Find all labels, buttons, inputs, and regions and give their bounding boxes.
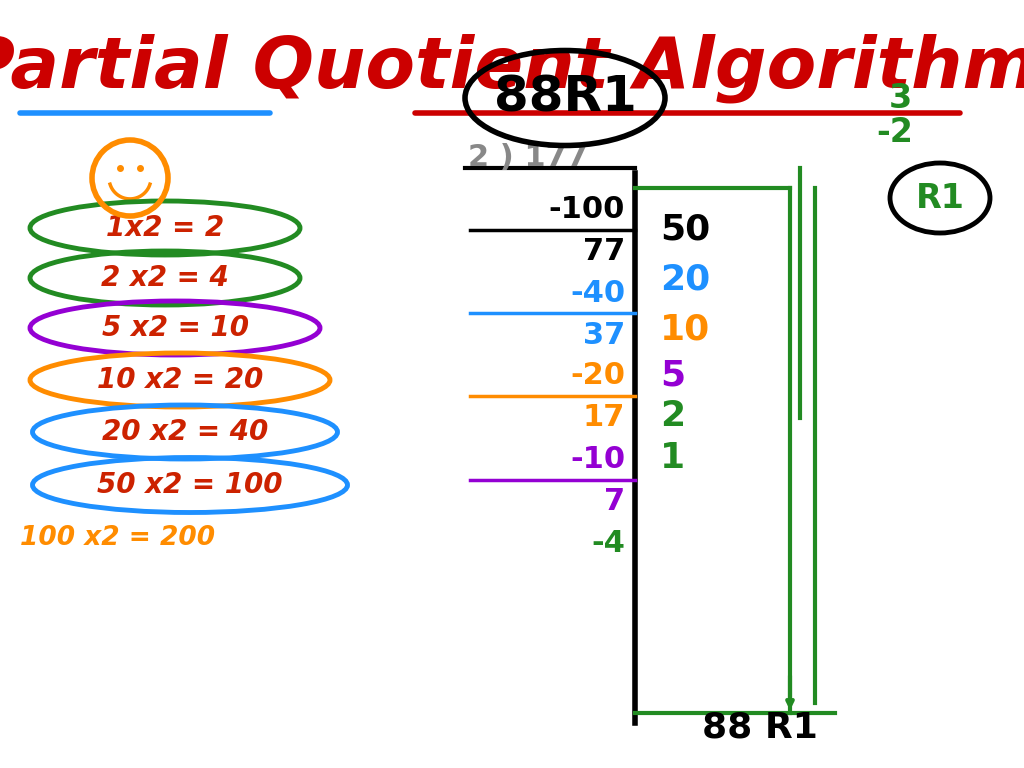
Text: 20 x2 = 40: 20 x2 = 40: [101, 418, 268, 446]
Text: 2 ) 177: 2 ) 177: [468, 144, 588, 173]
Text: -10: -10: [570, 445, 625, 475]
Text: 50: 50: [660, 213, 711, 247]
Text: 1x2 = 2: 1x2 = 2: [105, 214, 224, 242]
Text: 2: 2: [660, 399, 685, 433]
Text: 77: 77: [583, 237, 625, 266]
Text: 17: 17: [583, 403, 625, 432]
Text: 1: 1: [660, 441, 685, 475]
Text: 5: 5: [660, 359, 685, 393]
Text: 2 x2 = 4: 2 x2 = 4: [101, 264, 229, 292]
Text: Partial Quotient Algorithm: Partial Quotient Algorithm: [0, 33, 1024, 103]
Text: 10: 10: [660, 313, 711, 347]
Text: -20: -20: [570, 362, 625, 390]
Text: 100 x2 = 200: 100 x2 = 200: [20, 525, 215, 551]
Text: 5 x2 = 10: 5 x2 = 10: [101, 314, 249, 342]
Text: -100: -100: [549, 196, 625, 224]
Text: -4: -4: [591, 528, 625, 558]
Text: -40: -40: [570, 279, 625, 307]
Text: 7: 7: [604, 486, 625, 515]
Text: R1: R1: [915, 181, 965, 214]
Text: 3: 3: [889, 81, 911, 114]
Text: 50 x2 = 100: 50 x2 = 100: [97, 471, 283, 499]
Text: 10 x2 = 20: 10 x2 = 20: [97, 366, 263, 394]
Text: 88 R1: 88 R1: [702, 711, 818, 745]
Text: 20: 20: [660, 263, 711, 297]
Text: 37: 37: [583, 320, 625, 349]
Text: 88R1: 88R1: [494, 74, 637, 122]
Text: -2: -2: [877, 117, 913, 150]
